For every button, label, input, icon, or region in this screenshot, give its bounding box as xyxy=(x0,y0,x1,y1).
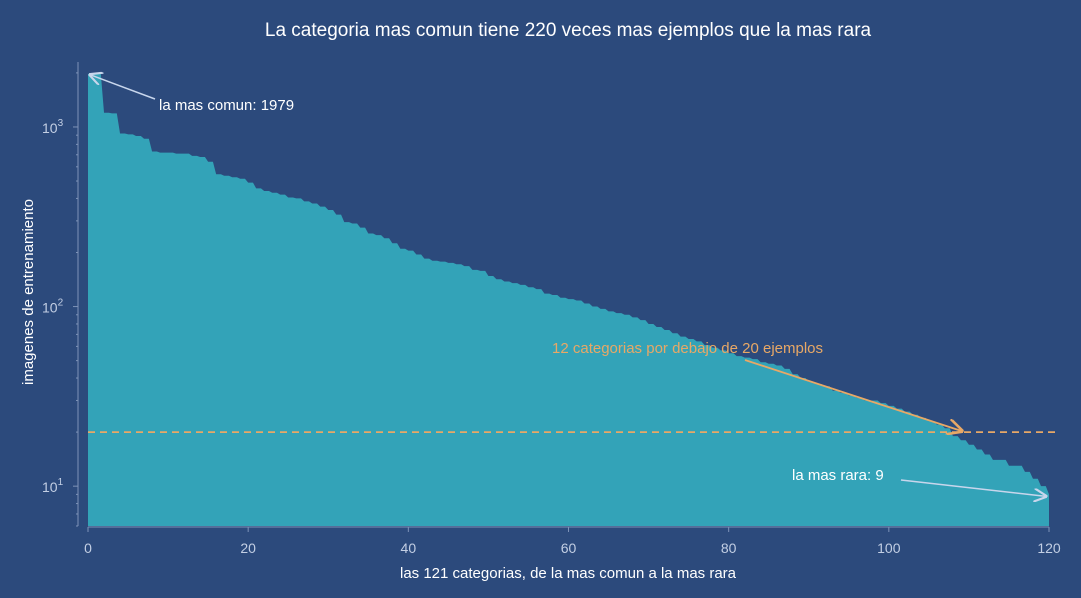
y-axis-label: imagenes de entrenamiento xyxy=(20,199,37,385)
chart-title: La categoria mas comun tiene 220 veces m… xyxy=(265,20,872,41)
annotation-most-common: la mas comun: 1979 xyxy=(159,97,294,114)
x-tick-label: 100 xyxy=(877,540,901,556)
y-tick-label: 103 xyxy=(42,118,64,136)
area-series xyxy=(88,73,1049,526)
x-tick-label: 20 xyxy=(240,540,256,556)
annotation-rarest: la mas rara: 9 xyxy=(792,467,884,484)
y-axis: 101 102 103 xyxy=(42,62,79,527)
x-axis: 0 20 40 60 80 100 120 xyxy=(84,526,1061,556)
annotation-arrow-threshold xyxy=(744,359,962,431)
y-tick-label: 101 xyxy=(42,477,64,495)
x-axis-label: las 121 categorias, de la mas comun a la… xyxy=(400,565,737,582)
annotation-arrow-most-common xyxy=(90,75,156,100)
y-tick-label: 102 xyxy=(42,298,64,316)
x-tick-label: 40 xyxy=(401,540,417,556)
annotation-arrow-rarest xyxy=(900,479,1046,496)
annotation-threshold: 12 categorias por debajo de 20 ejemplos xyxy=(552,340,823,357)
x-tick-label: 60 xyxy=(561,540,577,556)
x-tick-label: 80 xyxy=(721,540,737,556)
x-tick-label: 120 xyxy=(1037,540,1061,556)
x-tick-label: 0 xyxy=(84,540,92,556)
